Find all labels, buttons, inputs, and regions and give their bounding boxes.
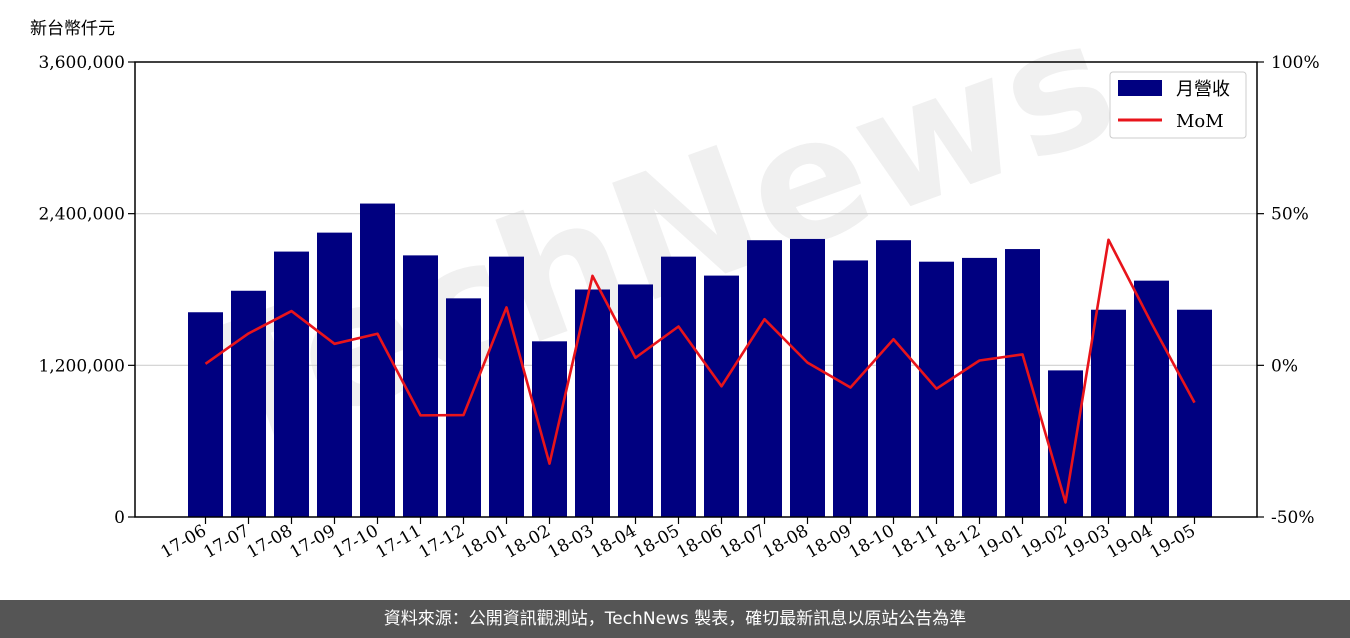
- x-axis-tick-label: 18-11: [889, 521, 941, 563]
- revenue-bar: [231, 290, 266, 517]
- x-axis-tick-label: 17-06: [158, 521, 210, 563]
- left-axis-tick-label: 1,200,000: [38, 356, 125, 376]
- revenue-bar: [1091, 309, 1126, 517]
- footer-source-note: 資料來源：公開資訊觀測站，TechNews 製表，確切最新訊息以原站公告為準: [0, 600, 1350, 638]
- revenue-bar: [360, 203, 395, 518]
- bar-series: [188, 203, 1212, 518]
- x-axis-tick-label: 18-08: [760, 521, 812, 563]
- revenue-bar: [317, 232, 352, 517]
- x-axis-tick-label: 18-06: [674, 521, 726, 563]
- x-axis-tick-label: 18-01: [459, 521, 511, 563]
- revenue-bar: [790, 238, 825, 517]
- mom-series: [204, 238, 1196, 504]
- left-axis-tick-label: 0: [114, 508, 125, 528]
- revenue-bar: [446, 298, 481, 517]
- revenue-bar: [661, 256, 696, 517]
- x-axis-tick-label: 17-10: [330, 521, 382, 563]
- left-axis-tick-label: 3,600,000: [38, 53, 125, 73]
- legend-bar-swatch: [1118, 80, 1162, 96]
- legend-bar-label: 月營收: [1176, 79, 1230, 100]
- revenue-bar: [274, 251, 309, 518]
- left-axis-tick-label: 2,400,000: [38, 205, 125, 225]
- revenue-bar: [962, 257, 997, 517]
- right-axis-tick-label: 0%: [1271, 356, 1298, 376]
- revenue-bar: [403, 255, 438, 517]
- x-axis-tick-label: 18-10: [846, 521, 898, 563]
- unit-label: 新台幣仟元: [30, 19, 115, 39]
- x-axis-tick-label: 18-07: [717, 521, 769, 563]
- x-axis-tick-label: 17-11: [373, 521, 425, 563]
- x-axis-tick-label: 19-05: [1147, 521, 1199, 563]
- x-axis-tick-label: 18-02: [502, 521, 554, 563]
- legend-line-label: MoM: [1176, 111, 1224, 132]
- x-axis-tick-label: 17-09: [287, 521, 339, 563]
- revenue-bar: [489, 256, 524, 517]
- right-axis-tick-label: 50%: [1271, 205, 1309, 225]
- x-axis-tick-label: 17-08: [244, 521, 296, 563]
- right-axis-tick-label: -50%: [1271, 508, 1315, 528]
- x-axis-tick-label: 18-05: [631, 521, 683, 563]
- x-axis-tick-label: 17-12: [416, 521, 468, 563]
- mom-line: [204, 238, 1196, 504]
- revenue-bar: [747, 240, 782, 518]
- plot-frame: [134, 61, 1258, 518]
- revenue-bar: [1177, 309, 1212, 517]
- revenue-bar: [1134, 280, 1169, 517]
- chart: TechNews 新台幣仟元 01,200,0002,400,0003,600,…: [30, 0, 1320, 563]
- revenue-bar: [618, 284, 653, 517]
- revenue-bar: [1005, 249, 1040, 518]
- revenue-bar: [188, 312, 223, 517]
- x-axis-tick-label: 18-04: [588, 521, 640, 563]
- x-axis-tick-label: 19-01: [975, 521, 1027, 563]
- x-axis-tick-label: 19-03: [1061, 521, 1113, 563]
- revenue-bar: [532, 341, 567, 517]
- x-axis-tick-label: 17-07: [201, 521, 253, 563]
- revenue-bar: [876, 240, 911, 518]
- x-axis-tick-label: 18-03: [545, 521, 597, 563]
- x-axis-tick-label: 18-09: [803, 521, 855, 563]
- x-axis-tick-label: 18-12: [932, 521, 984, 563]
- revenue-bar: [704, 275, 739, 517]
- x-axis-tick-label: 19-02: [1018, 521, 1070, 563]
- x-axis-tick-label: 19-04: [1104, 521, 1156, 563]
- legend: 月營收 MoM: [1109, 71, 1247, 139]
- revenue-bar: [1048, 370, 1083, 517]
- right-axis-tick-label: 100%: [1271, 53, 1320, 73]
